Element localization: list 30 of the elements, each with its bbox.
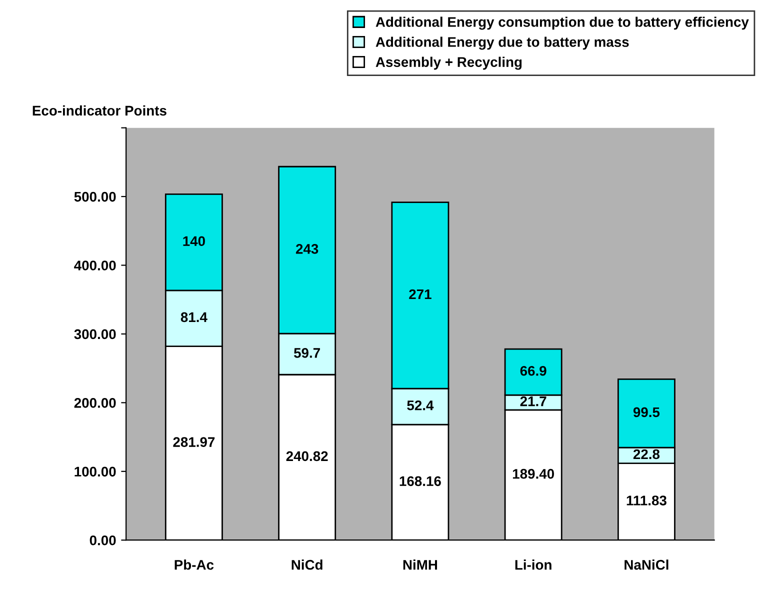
data-label: 111.83 <box>626 496 666 506</box>
data-label: 66.9 <box>520 366 546 376</box>
data-label: 59.7 <box>294 348 320 358</box>
data-label: 243 <box>296 244 318 254</box>
data-label: 99.5 <box>633 407 660 418</box>
legend-label: Assembly + Recycling <box>376 56 522 70</box>
y-tick-label: 200.00 <box>74 398 116 408</box>
data-label: 168.16 <box>400 476 441 486</box>
data-label: 22.8 <box>633 449 660 460</box>
data-label: 81.4 <box>180 312 208 322</box>
x-tick-label: NiMH <box>403 560 438 570</box>
data-label: 271 <box>409 289 432 300</box>
y-tick-label: 0.00 <box>90 535 116 546</box>
legend-label: Additional Energy due to battery mass <box>376 36 629 50</box>
y-tick-label: 400.00 <box>74 260 116 270</box>
data-label: 140 <box>183 236 205 246</box>
legend-label: Additional Energy consumption due to battery efficiency <box>376 16 749 30</box>
data-label: 281.97 <box>173 437 215 447</box>
y-axis-title: Eco-indicator Points <box>32 105 166 116</box>
data-label: 240.82 <box>286 451 328 462</box>
x-tick-label: Li-ion <box>515 560 552 570</box>
x-tick-label: NaNiCl <box>624 560 668 570</box>
data-label: 21.7 <box>520 396 546 406</box>
y-tick-label: 300.00 <box>74 329 116 340</box>
data-label: 52.4 <box>407 400 434 410</box>
y-tick-label: 100.00 <box>74 466 116 477</box>
x-tick-label: NiCd <box>292 560 322 570</box>
x-tick-label: Pb-Ac <box>174 560 214 570</box>
data-label: 189.40 <box>512 468 554 479</box>
y-tick-label: 500.00 <box>74 192 116 202</box>
